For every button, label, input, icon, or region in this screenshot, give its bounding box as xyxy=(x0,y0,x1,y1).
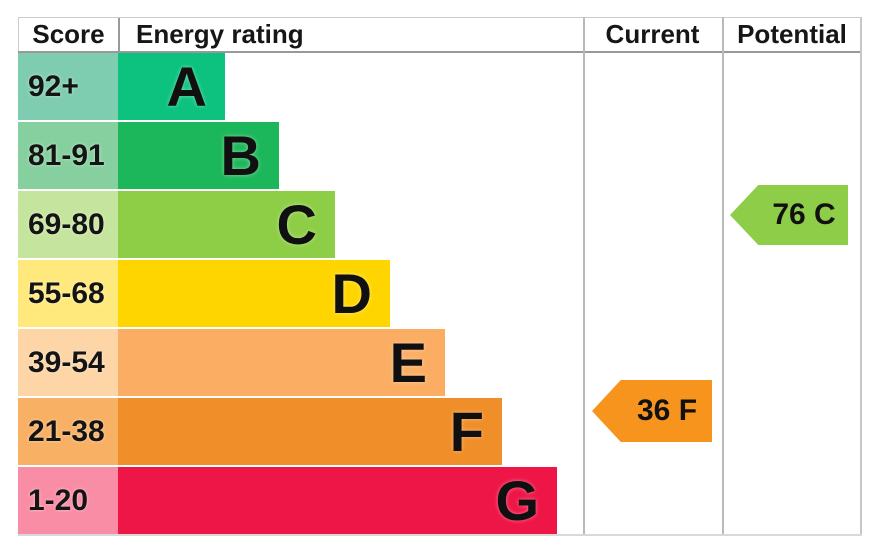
score-range-b: 81-91 xyxy=(18,122,118,189)
potential-column-divider xyxy=(722,17,724,536)
band-bar-c: C xyxy=(118,191,335,258)
table-header: Score Energy rating Current Potential xyxy=(18,17,862,53)
current-rating-arrow: 36 F xyxy=(592,380,712,442)
band-row-c: 69-80 C xyxy=(18,191,583,258)
score-column-divider xyxy=(118,18,120,52)
epc-table: Score Energy rating Current Potential 92… xyxy=(18,17,862,536)
score-range-a: 92+ xyxy=(18,53,118,120)
band-row-a: 92+ A xyxy=(18,53,583,120)
table-bottom-border xyxy=(18,534,862,536)
band-bar-d: D xyxy=(118,260,390,327)
band-bar-a: A xyxy=(118,53,225,120)
band-row-g: 1-20 G xyxy=(18,467,583,534)
potential-rating-arrow: 76 C xyxy=(730,185,848,245)
band-bar-b: B xyxy=(118,122,279,189)
score-range-d: 55-68 xyxy=(18,260,118,327)
current-column-divider xyxy=(583,17,585,536)
band-bar-g: G xyxy=(118,467,557,534)
score-range-c: 69-80 xyxy=(18,191,118,258)
header-energy-rating: Energy rating xyxy=(136,19,304,49)
header-potential: Potential xyxy=(737,19,847,49)
score-range-f: 21-38 xyxy=(18,398,118,465)
band-bar-f: F xyxy=(118,398,502,465)
band-bar-e: E xyxy=(118,329,445,396)
band-row-e: 39-54 E xyxy=(18,329,583,396)
band-row-d: 55-68 D xyxy=(18,260,583,327)
band-row-f: 21-38 F xyxy=(18,398,583,465)
header-score: Score xyxy=(18,18,118,51)
table-right-border xyxy=(860,17,862,536)
band-row-b: 81-91 B xyxy=(18,122,583,189)
header-current: Current xyxy=(605,19,700,49)
score-range-g: 1-20 xyxy=(18,467,118,534)
score-range-e: 39-54 xyxy=(18,329,118,396)
